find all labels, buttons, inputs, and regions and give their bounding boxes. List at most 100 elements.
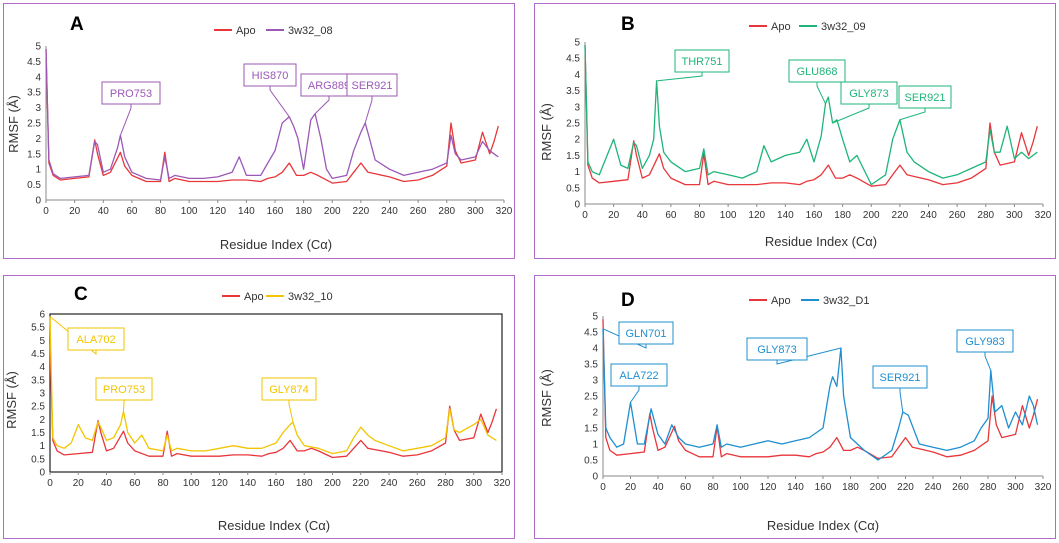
x-tick-label: 240: [381, 206, 398, 217]
x-tick-label: 140: [777, 210, 794, 221]
panel-letter: A: [70, 14, 84, 35]
x-tick-label: 0: [43, 206, 49, 217]
x-tick-label: 100: [181, 206, 198, 217]
chart-c: C Apo 3w32_10 00.511.522.533.544.555.560…: [4, 284, 511, 533]
x-tick-label: 200: [863, 210, 880, 221]
x-tick-label: 260: [410, 206, 427, 217]
y-tick-label: 3.5: [27, 88, 41, 99]
y-tick-label: 0.5: [566, 183, 580, 194]
y-tick-label: 4.5: [31, 349, 45, 360]
x-tick-label: 140: [787, 482, 804, 493]
x-tick-label: 60: [126, 206, 138, 217]
x-tick-label: 180: [296, 478, 313, 489]
y-axis-label: RMSF (Å): [539, 103, 554, 161]
x-tick-label: 240: [925, 482, 942, 493]
x-tick-label: 80: [694, 210, 706, 221]
annotation-label: ALA722: [619, 370, 658, 382]
annotation-box: [956, 329, 1014, 353]
y-tick-label: 1.5: [566, 151, 580, 162]
annotation-label: PRO753: [103, 384, 145, 396]
annotation-label: ALA702: [76, 334, 115, 346]
annotation-leader: [602, 328, 647, 349]
y-tick-label: 0.5: [27, 180, 41, 191]
x-tick-label: 180: [834, 210, 851, 221]
annotation-leader: [776, 347, 841, 365]
annotation-label: HIS870: [252, 70, 289, 82]
y-tick-label: 4: [35, 72, 41, 83]
y-tick-label: 0: [35, 196, 41, 207]
x-tick-label: 140: [239, 478, 256, 489]
x-tick-label: 280: [977, 210, 994, 221]
x-tick-label: 20: [73, 478, 85, 489]
x-tick-label: 100: [720, 210, 737, 221]
annotation-leader: [49, 316, 97, 356]
annotation-box: [101, 81, 161, 105]
annotation-box: [261, 377, 317, 401]
x-tick-label: 0: [600, 482, 606, 493]
legend-label-apo: Apo: [236, 25, 256, 37]
x-tick-label: 280: [980, 482, 997, 493]
y-tick-label: 0: [592, 472, 598, 483]
annotation-label: ARG889: [308, 80, 350, 92]
y-tick-label: 2.5: [566, 119, 580, 130]
annotation-leader: [314, 96, 330, 115]
x-tick-label: 300: [1007, 482, 1024, 493]
y-tick-label: 1: [592, 440, 598, 451]
legend-label-apo: Apo: [771, 21, 791, 33]
panel-a: A Apo 3w32_08 0 0.5 1 1.5 2 2.5 3 3.5 4 4.5 5 0 20 40…: [3, 3, 515, 259]
x-tick-label: 100: [732, 482, 749, 493]
annotation-leader: [122, 400, 125, 412]
x-tick-label: 300: [1006, 210, 1023, 221]
y-tick-label: 5: [592, 312, 598, 323]
series-line-3w32-10: [49, 316, 497, 455]
y-tick-label: 4.5: [27, 57, 41, 68]
legend-label-apo: Apo: [771, 295, 791, 307]
x-tick-label: 160: [268, 478, 285, 489]
x-tick-label: 260: [949, 210, 966, 221]
y-tick-label: 3: [35, 103, 41, 114]
x-tick-label: 280: [438, 206, 455, 217]
plot-area: 00.511.522.533.544.555.560 20 40 60 80 100 120…: [31, 310, 511, 490]
annotation-box: [243, 63, 297, 87]
y-tick-label: 3.5: [566, 86, 580, 97]
annotation-box: [674, 49, 730, 73]
y-tick-label: 1: [35, 165, 41, 176]
y-tick-label: 5.5: [31, 323, 45, 334]
annotation-box: [67, 327, 125, 351]
panel-c: C Apo 3w32_10 0 0.5 1 1.5 2 2.5 3 3.5 4 4.5 5 5.5 6 0…: [3, 275, 515, 539]
series-line-apo: [602, 319, 1039, 460]
x-tick-label: 320: [494, 478, 511, 489]
panel-letter: B: [621, 14, 635, 35]
chart-a: A Apo 3w32_08 0 0.5 1 1.5 2 2.5 3 3.5 4 4.5 5 0 20 40…: [6, 14, 513, 252]
annotation-label: GLU868: [797, 66, 838, 78]
annotation-label: SER921: [905, 92, 946, 104]
annotation-label: SER921: [352, 80, 393, 92]
x-tick-label: 80: [155, 206, 167, 217]
y-axis-label: RMSF (Å): [6, 95, 21, 153]
x-tick-label: 200: [870, 482, 887, 493]
annotation-label: GLY983: [965, 336, 1005, 348]
annotation-leader: [364, 96, 373, 124]
x-tick-label: 120: [760, 482, 777, 493]
series-line-apo: [584, 45, 1038, 187]
y-tick-label: 3.5: [584, 360, 598, 371]
annotation-box: [746, 337, 808, 361]
x-tick-label: 160: [815, 482, 832, 493]
x-tick-label: 220: [353, 206, 370, 217]
y-tick-label: 2.5: [584, 392, 598, 403]
annotation-box: [610, 363, 668, 387]
x-tick-label: 220: [892, 210, 909, 221]
y-tick-label: 2: [35, 134, 41, 145]
y-tick-label: 4: [574, 70, 580, 81]
x-tick-label: 20: [608, 210, 620, 221]
y-tick-label: 4: [592, 344, 598, 355]
x-axis-label: Residue Index (Cα): [218, 518, 330, 533]
x-tick-label: 20: [625, 482, 637, 493]
y-axis-label: RMSF (Å): [4, 371, 19, 429]
y-tick-label: 1.5: [27, 149, 41, 160]
x-tick-label: 40: [637, 210, 649, 221]
y-tick-label: 1.5: [584, 424, 598, 435]
annotation-box: [618, 321, 674, 345]
y-tick-label: 3: [592, 376, 598, 387]
series-line-3w32-08: [45, 49, 499, 181]
